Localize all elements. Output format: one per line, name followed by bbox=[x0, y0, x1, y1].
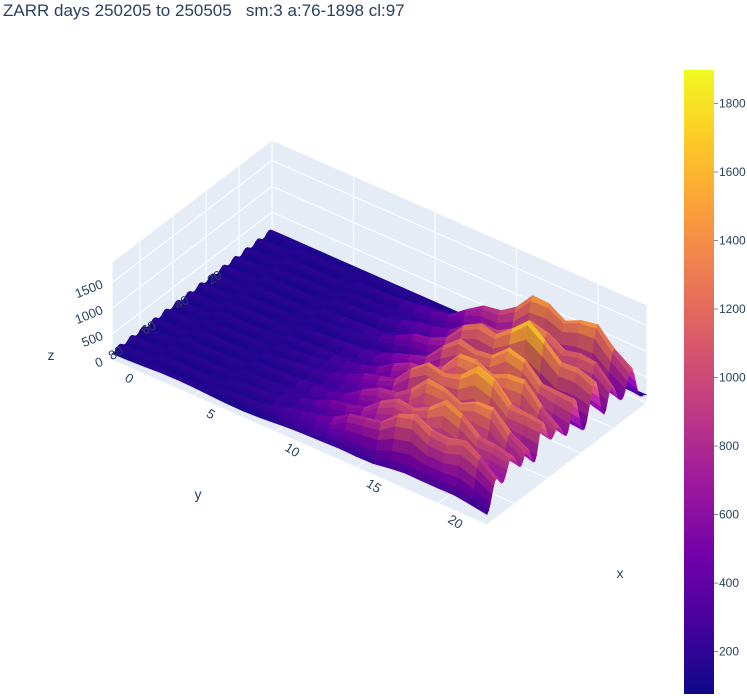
grid-z-wall-b bbox=[111, 160, 273, 283]
colorbar-tick-label: 200 bbox=[719, 645, 739, 659]
surface-cell bbox=[375, 438, 395, 452]
x-tick-label: 15 bbox=[364, 476, 384, 496]
y-tick-label: 40 bbox=[172, 292, 192, 312]
colorbar-tick-label: 600 bbox=[719, 508, 739, 522]
colorbar-tick-label: 1400 bbox=[719, 234, 746, 248]
surface-cell bbox=[470, 498, 489, 515]
surface-cell bbox=[460, 329, 479, 340]
chart-title: ZARR days 250205 to 250505 sm:3 a:76-189… bbox=[3, 1, 405, 20]
colorbar-ticks: 200 400 600 800 1000 1200 1400 1600 1800 bbox=[714, 97, 746, 659]
colorbar-tick-label: 1600 bbox=[719, 165, 746, 179]
surface-cell bbox=[341, 394, 361, 401]
z-tick-label: 1500 bbox=[73, 276, 105, 301]
x-tick-label: 20 bbox=[445, 511, 465, 531]
surface-cell bbox=[377, 377, 397, 382]
z-axis-title: z bbox=[48, 347, 55, 363]
surface-cell bbox=[445, 439, 465, 447]
surface-mesh bbox=[111, 229, 648, 515]
surface-cell bbox=[457, 403, 477, 413]
colorbar-tick-label: 800 bbox=[719, 439, 739, 453]
surface-cell bbox=[561, 323, 581, 334]
surface-cell bbox=[490, 373, 510, 380]
colorbar-tick-label: 1200 bbox=[719, 302, 746, 316]
y-tick-label: 20 bbox=[205, 267, 225, 287]
y-axis-title: y bbox=[195, 486, 202, 502]
z-tick-label: 0 bbox=[93, 354, 105, 371]
surface-cell bbox=[394, 335, 414, 341]
x-tick-label: 10 bbox=[282, 440, 302, 460]
colorbar-gradient bbox=[684, 70, 714, 694]
x-tick-label: 5 bbox=[204, 406, 218, 423]
colorbar: 200 400 600 800 1000 1200 1400 1600 1800 bbox=[684, 70, 746, 694]
surface-cell bbox=[563, 320, 583, 325]
x-axis-title: x bbox=[617, 565, 624, 581]
colorbar-tick-label: 1000 bbox=[719, 371, 746, 385]
grid-z-wall-b bbox=[111, 211, 273, 335]
colorbar-tick-label: 400 bbox=[719, 576, 739, 590]
y-tick-label: 80 bbox=[106, 343, 126, 363]
grid-z-wall-b bbox=[111, 185, 273, 309]
z-tick-label: 1000 bbox=[73, 302, 105, 327]
grid-z-wall-a bbox=[271, 160, 648, 327]
x-tick-label: 0 bbox=[122, 370, 136, 387]
axis-titles: x y z bbox=[48, 347, 624, 581]
colorbar-tick-label: 1800 bbox=[719, 97, 746, 111]
z-tick-label: 500 bbox=[79, 328, 105, 350]
y-tick-label: 60 bbox=[139, 317, 159, 337]
